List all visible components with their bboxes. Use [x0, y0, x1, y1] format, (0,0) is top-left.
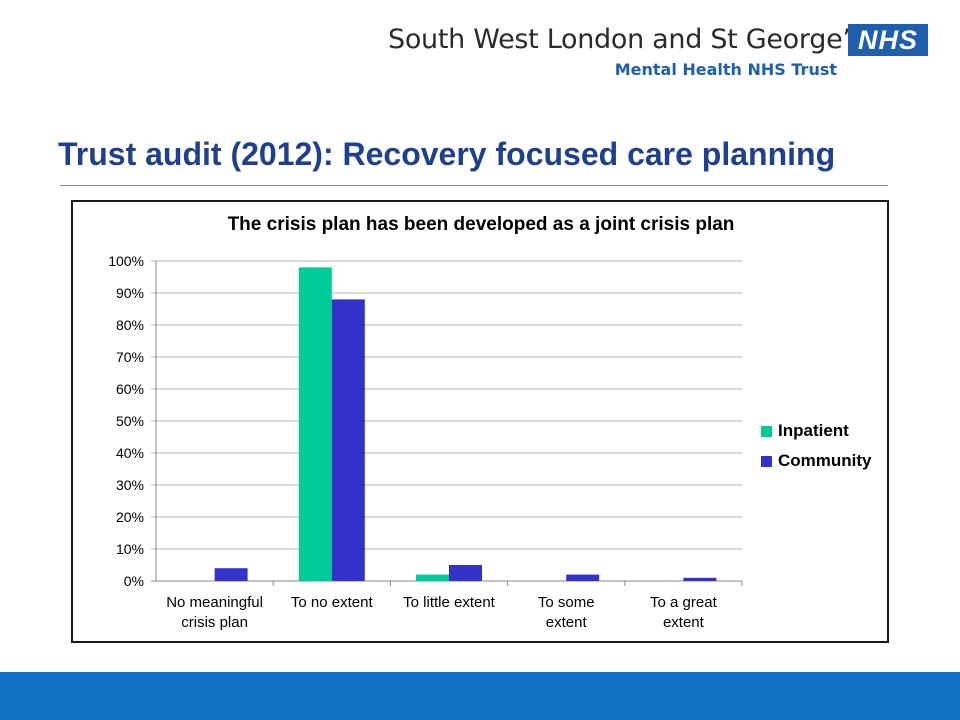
footer-bar [0, 672, 960, 720]
bar-community-2 [449, 565, 482, 581]
x-category-label-line: To some [538, 594, 595, 611]
title-divider [60, 185, 888, 186]
y-tick-label: 60% [116, 381, 144, 397]
legend-item-inpatient: Inpatient [761, 416, 872, 446]
y-tick-label: 100% [108, 253, 144, 269]
x-category-label-line: extent [663, 614, 705, 631]
x-category-label-line: To a great [650, 594, 718, 611]
legend-label: Community [778, 451, 872, 470]
nhs-logo: NHS [848, 24, 928, 56]
y-tick-label: 10% [116, 541, 144, 557]
chart-title: The crisis plan has been developed as a … [227, 214, 735, 235]
bar-community-1 [331, 299, 365, 581]
bar-community-3 [566, 574, 600, 581]
bar-inpatient-2 [416, 574, 449, 581]
chart-frame: The crisis plan has been developed as a … [71, 200, 889, 643]
y-tick-label: 0% [124, 573, 144, 589]
x-category-label-line: extent [546, 614, 588, 631]
x-category-label: No meaningful crisis plan [166, 594, 263, 631]
x-category-label-line: To little extent [403, 594, 496, 611]
y-tick-label: 70% [116, 349, 144, 365]
y-tick-label: 80% [116, 317, 144, 333]
legend-label: Inpatient [778, 421, 849, 440]
bar-community-0 [214, 568, 248, 581]
x-category-label-line: crisis plan [181, 614, 248, 631]
x-category-label: To some extent [538, 594, 595, 631]
legend-swatch-community [761, 455, 772, 467]
legend-item-community: Community [761, 446, 872, 476]
y-tick-label: 30% [116, 477, 144, 493]
x-category-label-line: No meaningful [166, 594, 263, 611]
org-subtitle: Mental Health NHS Trust [614, 60, 837, 79]
chart-legend: Inpatient Community [761, 416, 872, 476]
y-tick-label: 50% [116, 413, 144, 429]
x-category-label: To no extent [291, 594, 374, 611]
x-category-label: To little extent [403, 594, 496, 611]
legend-swatch-inpatient [761, 425, 772, 437]
y-tick-label: 20% [116, 509, 144, 525]
x-category-label-line: To no extent [291, 594, 374, 611]
y-tick-label: 90% [116, 285, 144, 301]
org-name: South West London and St George’s [388, 24, 865, 55]
x-category-label: To a great extent [650, 594, 718, 631]
bar-inpatient-1 [298, 267, 332, 581]
y-tick-label: 40% [116, 445, 144, 461]
bar-chart: 0% 10% 20% 30% 40% 50% 60% 70% 80% 90% 100% No mean… [108, 253, 743, 631]
bar-community-4 [683, 577, 717, 581]
slide-title: Trust audit (2012): Recovery focused car… [58, 136, 836, 172]
